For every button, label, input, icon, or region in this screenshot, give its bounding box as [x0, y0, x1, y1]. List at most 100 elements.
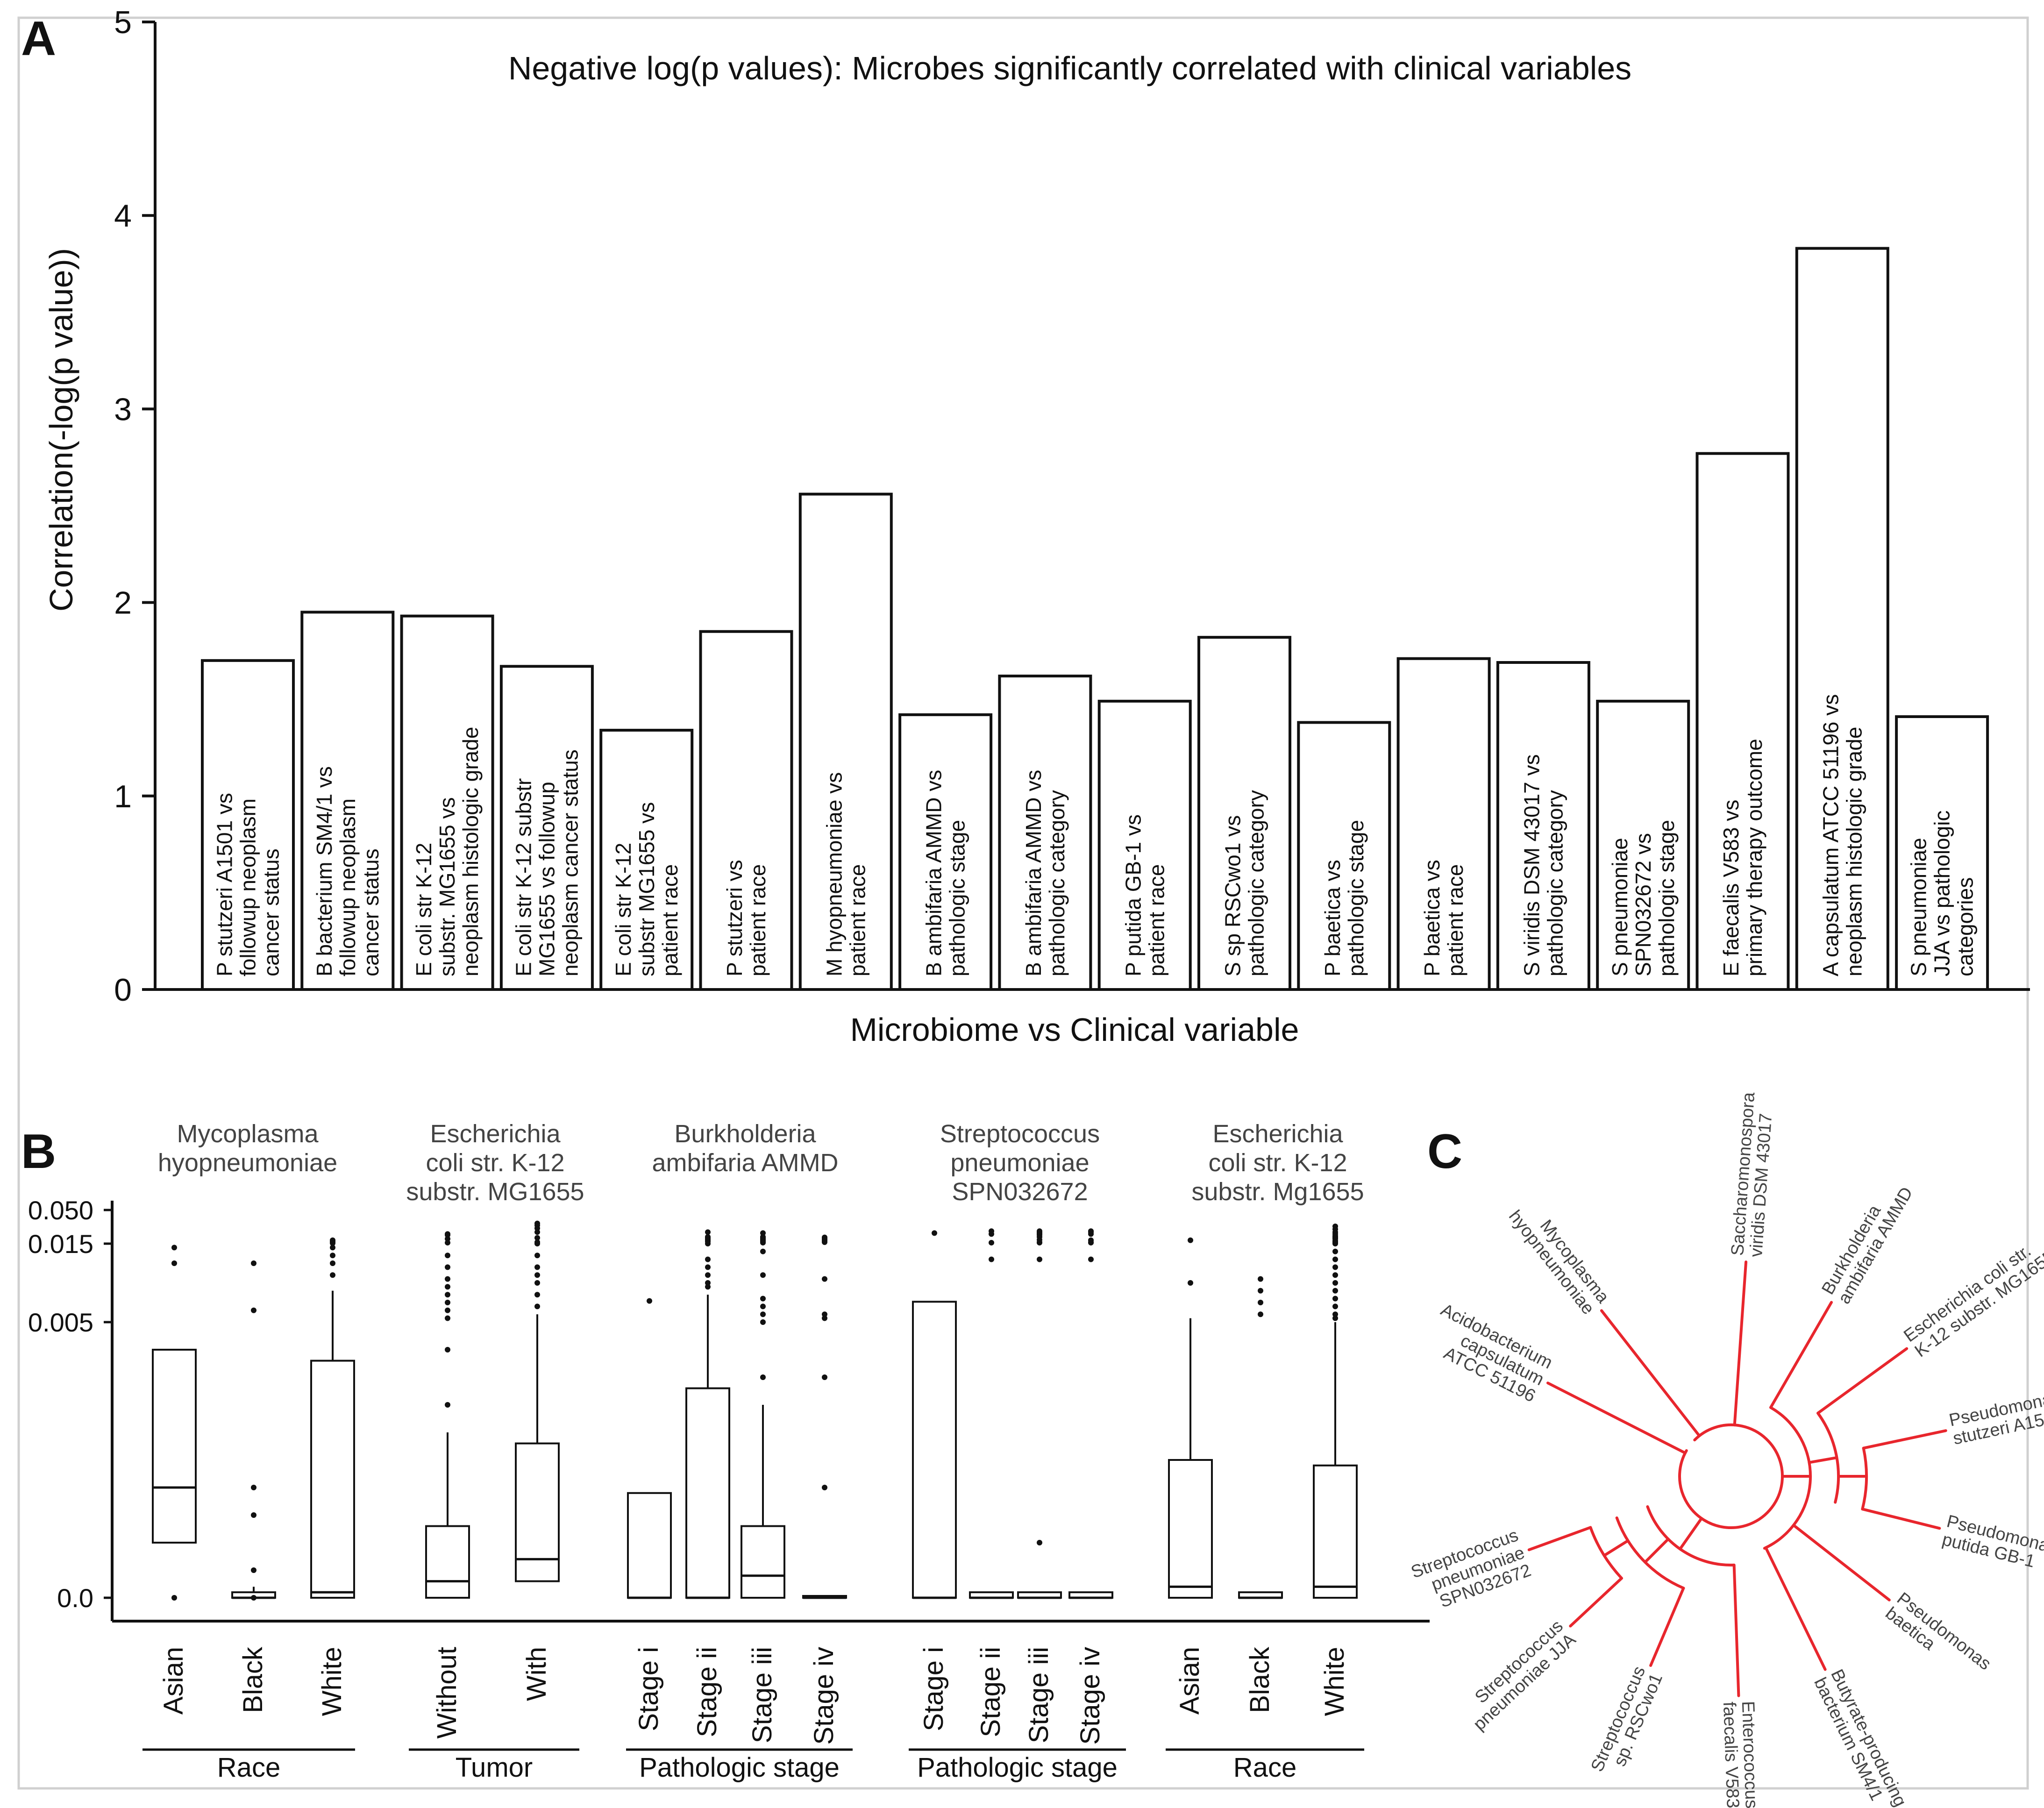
- outlier-point: [534, 1220, 540, 1226]
- outlier-point: [171, 1595, 177, 1601]
- outlier-point: [760, 1311, 766, 1317]
- group-title-line: substr. MG1655: [406, 1178, 584, 1206]
- y-tick-label: 0.050: [28, 1196, 93, 1225]
- bar: [798, 492, 893, 991]
- category-label: Stage iv: [1075, 1647, 1105, 1745]
- outlier-point: [534, 1264, 540, 1270]
- group-title-line: coli str. K-12: [426, 1149, 564, 1177]
- panel-a-bar-chart: Negative log(p values): Microbes signifi…: [43, 5, 2030, 1048]
- outlier-point: [1258, 1288, 1263, 1294]
- outlier-point: [1258, 1276, 1263, 1282]
- outlier-point: [1088, 1237, 1094, 1243]
- bar-label-line: B ambifaria AMMD vs: [922, 770, 946, 976]
- y-tick-label: 0.0: [57, 1583, 93, 1613]
- panel-a-y-ticks: 0 1 2 3 4 5: [114, 5, 155, 1008]
- bar: [599, 728, 694, 991]
- bar-label-line: pathologic category: [1244, 790, 1268, 976]
- outlier-point: [534, 1253, 540, 1259]
- leaf-branch: [1600, 1309, 1701, 1438]
- bar: [898, 713, 993, 991]
- bar-label-line: pathologic stage: [945, 820, 969, 976]
- outlier-point: [171, 1245, 177, 1251]
- outlier-point: [989, 1239, 994, 1246]
- outlier-point: [251, 1567, 256, 1573]
- category-label: Stage ii: [692, 1647, 722, 1737]
- outlier-point: [445, 1315, 450, 1321]
- bar-label-line: followup neoplasm: [236, 798, 260, 976]
- outlier-point: [822, 1311, 827, 1317]
- bar-label-line: P baetica vs: [1320, 860, 1345, 976]
- leaf-branch: [1764, 1546, 1827, 1671]
- outlier-point: [760, 1295, 766, 1302]
- outlier-point: [705, 1284, 711, 1290]
- outlier-point: [1037, 1256, 1042, 1262]
- outlier-point: [251, 1485, 256, 1490]
- group-title-line: ambifaria AMMD: [652, 1149, 838, 1177]
- category-label: Stage i: [919, 1647, 949, 1731]
- group-variable-label: Tumor: [456, 1752, 533, 1783]
- box: [152, 1349, 197, 1544]
- group-title-line: hyopneumoniae: [158, 1149, 337, 1177]
- outlier-point: [1188, 1280, 1193, 1286]
- group-title-line: pneumoniae: [950, 1149, 1089, 1177]
- bar-label-line: B ambifaria AMMD vs: [1021, 770, 1046, 976]
- bar-label-line: pathologic stage: [1344, 820, 1368, 976]
- box: [515, 1442, 560, 1582]
- leaf-branch: [1649, 1587, 1685, 1667]
- group-title-line: Escherichia: [430, 1120, 561, 1148]
- outlier-point: [647, 1298, 652, 1304]
- outlier-point: [330, 1245, 335, 1251]
- outlier-point: [445, 1300, 450, 1305]
- bar-label-line: cancer status: [259, 848, 284, 976]
- leaf-label: Escherichia coli str.K-12 substr. MG1655: [1900, 1241, 2044, 1361]
- outlier-point: [705, 1272, 711, 1278]
- bar: [998, 674, 1092, 991]
- panel-label-a: A: [21, 12, 56, 66]
- outlier-point: [1258, 1300, 1263, 1305]
- outlier-point: [534, 1303, 540, 1310]
- box: [627, 1492, 672, 1599]
- root-arc: [1678, 1424, 1784, 1529]
- outlier-point: [760, 1374, 766, 1380]
- y-tick-label: 0.015: [28, 1229, 93, 1259]
- bar-label-line: patient race: [845, 864, 869, 976]
- bar-label-line: S pneumoniae: [1608, 838, 1632, 976]
- outlier-point: [705, 1256, 711, 1262]
- category-label: Asian: [158, 1647, 189, 1715]
- outlier-point: [445, 1292, 450, 1298]
- category-label: With: [521, 1647, 552, 1701]
- outlier-point: [445, 1284, 450, 1290]
- outlier-point: [445, 1347, 450, 1352]
- bar-label-line: P stutzeri A1501 vs: [213, 793, 237, 976]
- clade-arc: [1646, 1505, 1736, 1566]
- leaf-branch: [1861, 1508, 1941, 1530]
- group-title-line: substr. Mg1655: [1191, 1178, 1364, 1206]
- outlier-point: [822, 1485, 827, 1490]
- bar: [1396, 657, 1491, 991]
- outlier-point: [705, 1264, 711, 1270]
- outlier-point: [534, 1280, 540, 1286]
- category-label: Stage ii: [976, 1647, 1006, 1737]
- outlier-point: [445, 1402, 450, 1408]
- panel-label-c: C: [1427, 1125, 1462, 1179]
- bar-label-line: pathologic category: [1045, 790, 1069, 976]
- panel-a-xlabel: Microbiome vs Clinical variable: [850, 1011, 1299, 1048]
- y-tick-label: 4: [114, 198, 132, 234]
